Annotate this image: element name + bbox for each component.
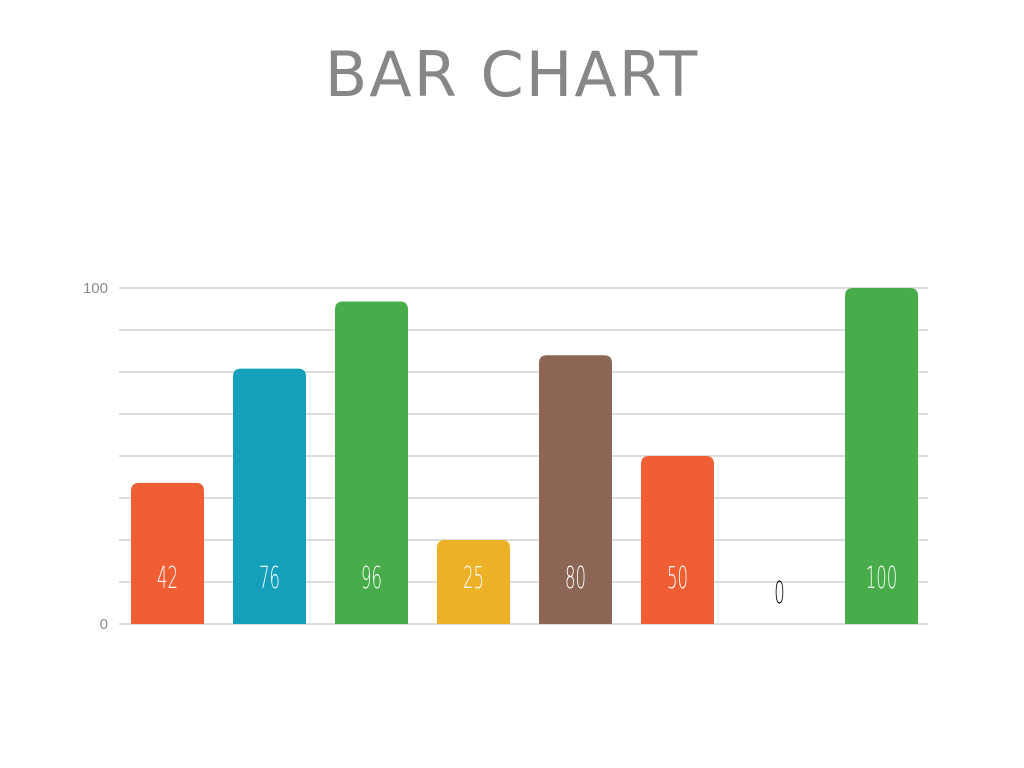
data-label: 96 [361, 561, 382, 596]
data-label: 76 [259, 561, 280, 596]
bar [233, 368, 306, 624]
data-label: 100 [866, 561, 897, 596]
bar [131, 482, 204, 624]
data-label: 80 [565, 561, 586, 596]
bar [641, 456, 714, 624]
y-tick-label: 100 [83, 280, 108, 297]
data-label: 50 [667, 561, 688, 596]
chart-title: BAR CHART [324, 38, 700, 111]
bar [845, 288, 918, 624]
bar [437, 540, 510, 624]
y-tick-label: 0 [100, 616, 108, 633]
data-label: 42 [157, 561, 178, 596]
bar [335, 301, 408, 624]
data-label: 25 [463, 561, 484, 596]
bar [539, 355, 612, 624]
data-label: 0 [774, 576, 784, 611]
